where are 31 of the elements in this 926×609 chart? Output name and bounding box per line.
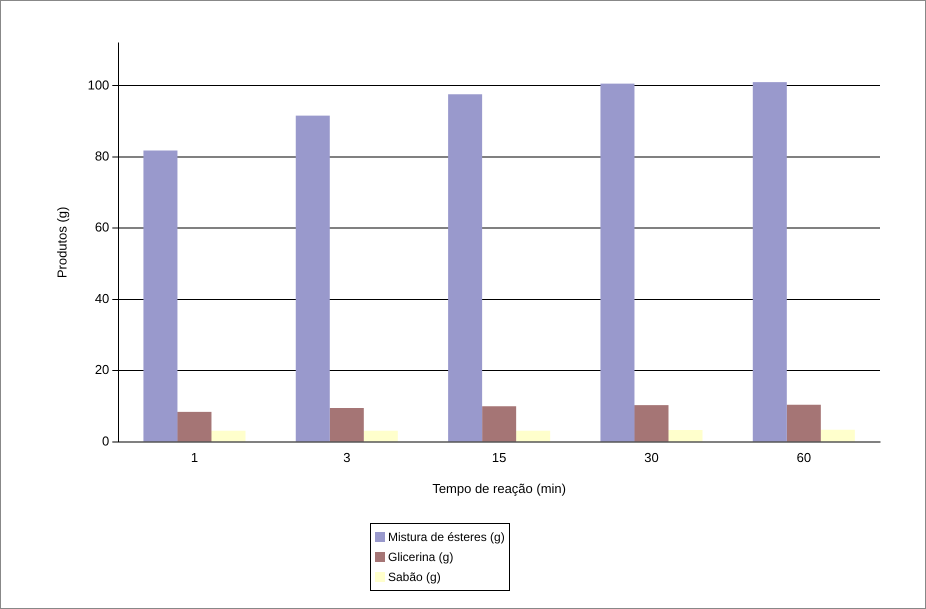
bar (600, 84, 634, 442)
y-axis-title: Produtos (g) (54, 206, 70, 278)
legend-label: Sabão (g) (388, 569, 441, 586)
bar (177, 412, 212, 442)
y-tick-label: 60 (94, 220, 110, 235)
bar (634, 405, 668, 442)
legend-label: Glicerina (g) (388, 549, 454, 566)
bar (482, 406, 516, 442)
y-tick-label: 40 (94, 290, 110, 306)
y-tick-label: 80 (94, 148, 110, 164)
y-tick-label: 0 (102, 433, 110, 448)
bar (820, 430, 855, 442)
x-tick-label: 30 (644, 450, 659, 466)
x-tick-label: 3 (343, 450, 350, 466)
bar (364, 430, 398, 442)
x-tick-label: 1 (190, 450, 198, 466)
bar (448, 94, 482, 442)
y-tick-label: 100 (88, 77, 110, 92)
x-tick-label: 15 (492, 450, 506, 466)
bar (330, 408, 364, 442)
bar (668, 430, 703, 442)
legend-label: Mistura de ésteres (g) (388, 529, 505, 546)
bar (211, 430, 246, 442)
x-axis-title: Tempo de reação (min) (432, 480, 566, 496)
y-tick-label: 20 (94, 362, 110, 378)
bar (752, 82, 787, 442)
bar (296, 116, 330, 442)
bar (516, 430, 550, 442)
bar (143, 150, 178, 442)
x-tick-label: 60 (796, 450, 812, 466)
bar (786, 404, 821, 442)
